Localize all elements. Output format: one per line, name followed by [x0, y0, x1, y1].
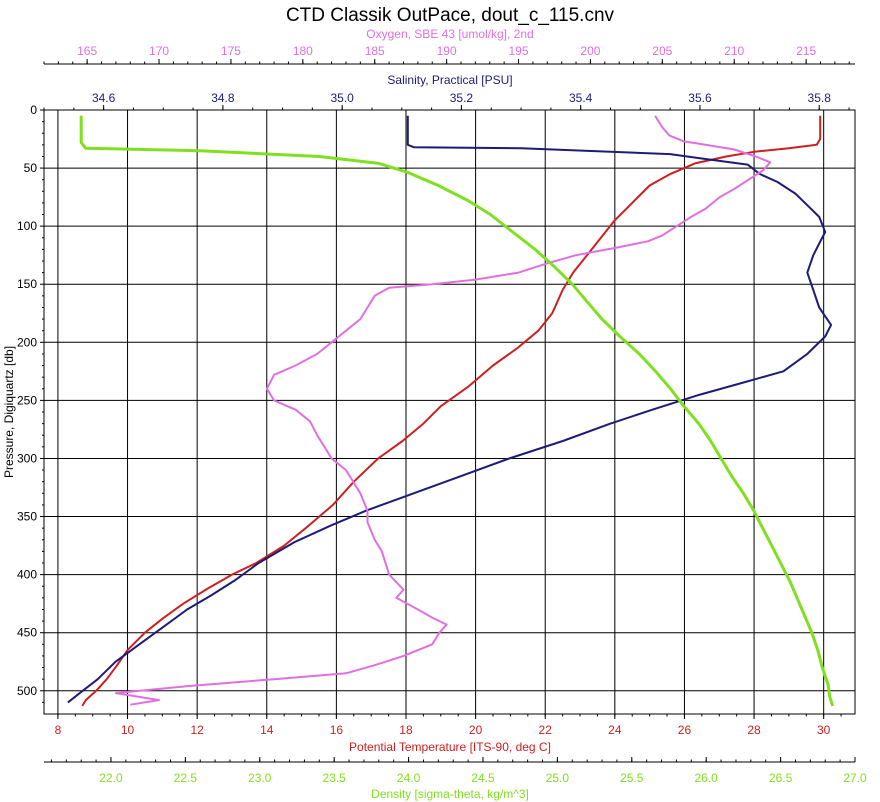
- oxygen-tick-label: 180: [293, 44, 313, 58]
- plot-frame: [43, 109, 856, 715]
- oxygen-axis: Oxygen, SBE 43 [umol/kg], 2nd 165 170 175 1…: [43, 27, 855, 65]
- temperature-axis: 8 10 12 14 16 18 20 22 24 26 28 30 Potential Temper…: [55, 714, 842, 754]
- temperature-tick-label: 24: [608, 723, 622, 737]
- temperature-tick-label: 26: [678, 723, 692, 737]
- oxygen-profile-line: [114, 115, 772, 706]
- temperature-tick-label: 10: [121, 723, 135, 737]
- salinity-axis: Salinity, Practical [PSU] 34.6 34.8 35.0 35…: [43, 73, 850, 110]
- temperature-tick-label: 30: [817, 723, 831, 737]
- oxygen-tick-label: 210: [724, 44, 744, 58]
- temperature-tick-label: 14: [260, 723, 274, 737]
- salinity-tick-label: 34.6: [92, 91, 116, 105]
- oxygen-tick-label: 170: [149, 44, 169, 58]
- temperature-tick-label: 16: [330, 723, 344, 737]
- density-axis-label: Density [sigma-theta, kg/m^3]: [371, 787, 529, 801]
- density-tick-label: 25.5: [620, 771, 644, 785]
- salinity-profile-line: [67, 115, 833, 704]
- salinity-axis-label: Salinity, Practical [PSU]: [387, 73, 512, 87]
- oxygen-tick-label: 200: [580, 44, 600, 58]
- salinity-tick-label: 35.6: [688, 91, 712, 105]
- density-tick-label: 25.0: [546, 771, 570, 785]
- salinity-tick-label: 35.8: [808, 91, 832, 105]
- oxygen-axis-label: Oxygen, SBE 43 [umol/kg], 2nd: [366, 27, 533, 41]
- density-tick-label: 23.5: [322, 771, 346, 785]
- pressure-tick-label: 350: [17, 510, 37, 524]
- density-tick-label: 22.5: [174, 771, 198, 785]
- temperature-tick-label: 22: [539, 723, 553, 737]
- temperature-profile-line: [81, 115, 822, 707]
- pressure-tick-label: 200: [17, 335, 37, 349]
- temperature-tick-label: 28: [747, 723, 761, 737]
- pressure-tick-label: 50: [24, 161, 38, 175]
- oxygen-tick-label: 165: [77, 44, 97, 58]
- density-tick-label: 22.0: [99, 771, 123, 785]
- oxygen-tick-label: 195: [509, 44, 529, 58]
- salinity-tick-label: 35.0: [330, 91, 354, 105]
- oxygen-tick-label: 205: [652, 44, 672, 58]
- oxygen-tick-label: 175: [221, 44, 241, 58]
- pressure-tick-label: 300: [17, 451, 37, 465]
- pressure-tick-label: 500: [17, 684, 37, 698]
- salinity-tick-label: 34.8: [211, 91, 235, 105]
- pressure-tick-label: 250: [17, 393, 37, 407]
- density-tick-label: 24.0: [397, 771, 421, 785]
- density-tick-label: 27.0: [843, 771, 867, 785]
- temperature-axis-label: Potential Temperature [ITS-90, deg C]: [349, 740, 551, 754]
- density-tick-label: 26.0: [695, 771, 719, 785]
- temperature-tick-label: 12: [190, 723, 204, 737]
- temperature-tick-label: 20: [469, 723, 483, 737]
- oxygen-tick-label: 185: [365, 44, 385, 58]
- oxygen-tick-label: 190: [437, 44, 457, 58]
- chart-title: CTD Classik OutPace, dout_c_115.cnv: [286, 5, 615, 26]
- salinity-tick-label: 35.4: [569, 91, 593, 105]
- density-axis: 22.0 22.5 23.0 23.5 24.0 24.5 25.0 25.5 26.0 26.5…: [44, 757, 867, 801]
- pressure-tick-label: 450: [17, 626, 37, 640]
- temperature-tick-label: 18: [399, 723, 413, 737]
- plot-area: 0 50 100 150 200 250 300 350 400 450 500: [17, 103, 856, 715]
- pressure-tick-label: 400: [17, 568, 37, 582]
- pressure-tick-label: 150: [17, 277, 37, 291]
- density-tick-label: 24.5: [471, 771, 495, 785]
- density-tick-label: 23.0: [248, 771, 272, 785]
- temperature-tick-label: 8: [55, 723, 62, 737]
- pressure-axis-label: Pressure, Digiquartz [db]: [2, 346, 16, 478]
- salinity-tick-label: 35.2: [450, 91, 474, 105]
- density-profile-line: [79, 115, 835, 707]
- density-tick-label: 26.5: [769, 771, 793, 785]
- oxygen-tick-label: 215: [796, 44, 816, 58]
- pressure-tick-label: 0: [30, 103, 37, 117]
- pressure-tick-label: 100: [17, 219, 37, 233]
